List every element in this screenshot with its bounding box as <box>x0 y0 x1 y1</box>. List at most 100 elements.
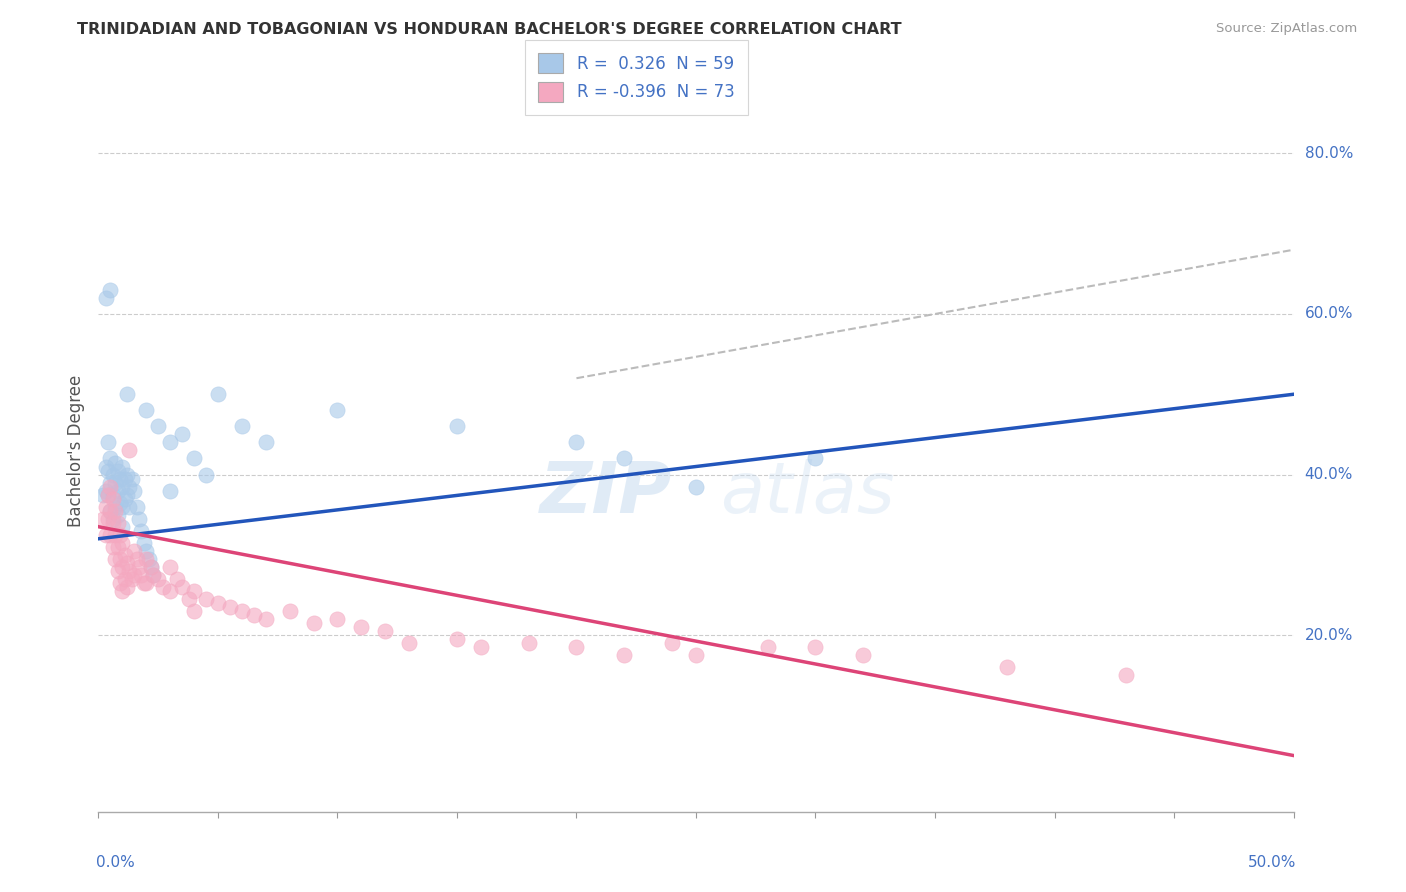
Point <box>111 583 134 598</box>
Point <box>91 487 114 501</box>
Point <box>108 471 131 485</box>
Point <box>131 567 153 582</box>
Point <box>115 580 138 594</box>
Point <box>107 483 129 498</box>
Point <box>108 527 131 541</box>
Point <box>111 479 134 493</box>
Point <box>118 443 141 458</box>
Point <box>132 576 155 591</box>
Point <box>195 467 218 482</box>
Point <box>685 479 707 493</box>
Point <box>254 435 277 450</box>
Point <box>98 503 122 517</box>
Point <box>104 551 127 566</box>
Point <box>98 283 122 297</box>
Point <box>94 527 117 541</box>
Point <box>94 291 117 305</box>
Point <box>101 487 124 501</box>
Point <box>565 435 588 450</box>
Point <box>107 564 129 578</box>
Point <box>446 419 468 434</box>
Point <box>350 620 373 634</box>
Point <box>107 540 129 554</box>
Point <box>121 572 143 586</box>
Point <box>101 540 124 554</box>
Text: 50.0%: 50.0% <box>1247 855 1296 870</box>
Point <box>108 551 131 566</box>
Point <box>132 535 155 549</box>
Text: Source: ZipAtlas.com: Source: ZipAtlas.com <box>1216 22 1357 36</box>
Point <box>98 479 122 493</box>
Point <box>98 451 122 466</box>
Point <box>125 500 148 514</box>
Point <box>207 387 229 401</box>
Point <box>685 648 707 662</box>
Point <box>517 636 540 650</box>
Point <box>111 459 134 474</box>
Point <box>94 500 117 514</box>
Point <box>852 648 875 662</box>
Point <box>115 556 138 570</box>
Point <box>104 455 127 469</box>
Point <box>183 583 205 598</box>
Point <box>101 511 124 525</box>
Point <box>107 508 129 522</box>
Point <box>166 572 188 586</box>
Text: ZIP: ZIP <box>540 459 672 528</box>
Point <box>124 483 146 498</box>
Point <box>125 551 148 566</box>
Point <box>172 580 194 594</box>
Point <box>804 451 827 466</box>
Point <box>135 403 157 417</box>
Point <box>97 487 120 501</box>
Point <box>135 543 157 558</box>
Point <box>128 511 150 525</box>
Point <box>446 632 468 646</box>
Point <box>115 387 138 401</box>
Point <box>183 604 205 618</box>
Point <box>124 543 146 558</box>
Point <box>159 560 181 574</box>
Point <box>118 500 141 514</box>
Point <box>278 604 301 618</box>
Point <box>613 451 636 466</box>
Point <box>91 511 114 525</box>
Legend: R =  0.326  N = 59, R = -0.396  N = 73: R = 0.326 N = 59, R = -0.396 N = 73 <box>524 40 748 115</box>
Point <box>207 596 229 610</box>
Point <box>94 459 117 474</box>
Point <box>179 592 201 607</box>
Point <box>107 464 129 478</box>
Point <box>139 560 162 574</box>
Point <box>172 427 194 442</box>
Point <box>661 636 683 650</box>
Point <box>97 511 120 525</box>
Text: 0.0%: 0.0% <box>96 855 135 870</box>
Text: 40.0%: 40.0% <box>1305 467 1353 482</box>
Point <box>114 471 136 485</box>
Point <box>114 491 136 506</box>
Point <box>118 479 141 493</box>
Point <box>111 560 134 574</box>
Point <box>98 503 122 517</box>
Point <box>128 560 150 574</box>
Point <box>101 467 124 482</box>
Point <box>135 551 157 566</box>
Text: 60.0%: 60.0% <box>1305 307 1353 321</box>
Point <box>115 487 138 501</box>
Point <box>114 548 136 562</box>
Point <box>139 560 162 574</box>
Point <box>121 471 143 485</box>
Point <box>111 519 134 533</box>
Point <box>124 567 146 582</box>
Point <box>97 464 120 478</box>
Point <box>613 648 636 662</box>
Point <box>231 604 253 618</box>
Point <box>114 572 136 586</box>
Point <box>470 640 492 655</box>
Point <box>398 636 420 650</box>
Point <box>326 403 349 417</box>
Point <box>995 660 1018 674</box>
Point <box>148 419 170 434</box>
Point <box>104 527 127 541</box>
Point <box>104 500 127 514</box>
